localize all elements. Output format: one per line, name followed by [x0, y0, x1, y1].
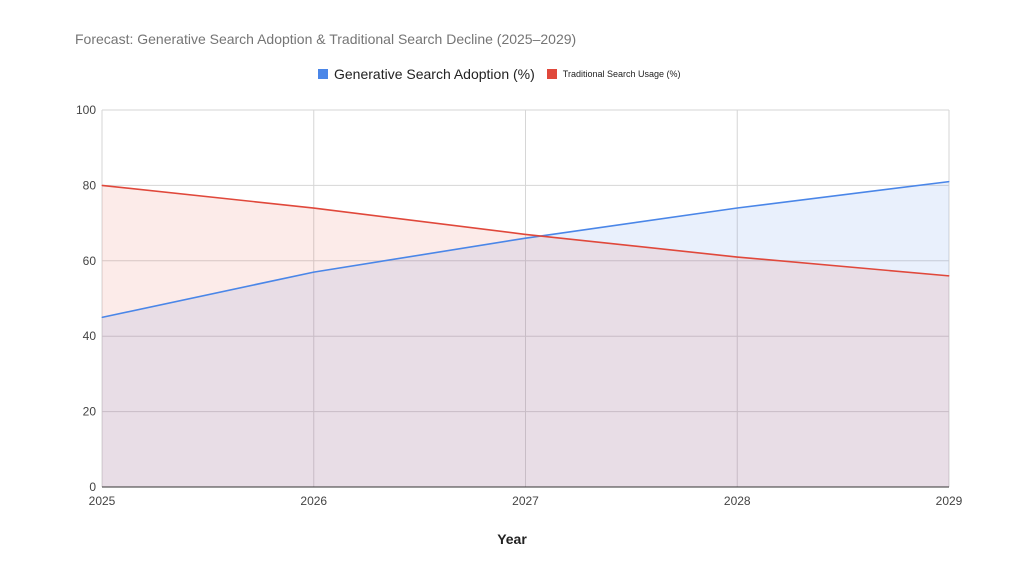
x-tick-label: 2025	[89, 494, 116, 508]
y-tick-label: 40	[83, 329, 97, 343]
legend-swatch-generative	[318, 69, 328, 79]
data-point	[948, 275, 950, 277]
data-point	[101, 184, 103, 186]
y-tick-label: 20	[83, 405, 97, 419]
data-point	[736, 256, 738, 258]
data-point	[525, 233, 526, 235]
legend-label-generative: Generative Search Adoption (%)	[334, 66, 535, 82]
x-tick-label: 2028	[724, 494, 751, 508]
data-point	[313, 207, 315, 209]
data-point	[736, 207, 738, 209]
x-tick-label: 2027	[512, 494, 539, 508]
data-point	[313, 271, 315, 273]
x-tick-label: 2026	[300, 494, 327, 508]
legend-label-traditional: Traditional Search Usage (%)	[562, 69, 681, 79]
chart-title: Forecast: Generative Search Adoption & T…	[75, 31, 577, 47]
y-tick-label: 100	[76, 103, 96, 117]
data-point	[948, 181, 950, 183]
data-point	[525, 237, 526, 239]
y-tick-label: 60	[83, 254, 97, 268]
x-tick-label: 2029	[936, 494, 963, 508]
area-fill-traditional	[102, 185, 949, 487]
y-tick-label: 80	[83, 178, 97, 192]
area-fill-generative	[102, 181, 949, 487]
y-tick-label: 0	[89, 480, 96, 494]
legend-swatch-traditional	[546, 69, 557, 79]
x-axis-label: Year	[497, 531, 527, 547]
legend: Generative Search Adoption (%) Tradition…	[318, 66, 681, 82]
data-point	[101, 316, 103, 318]
